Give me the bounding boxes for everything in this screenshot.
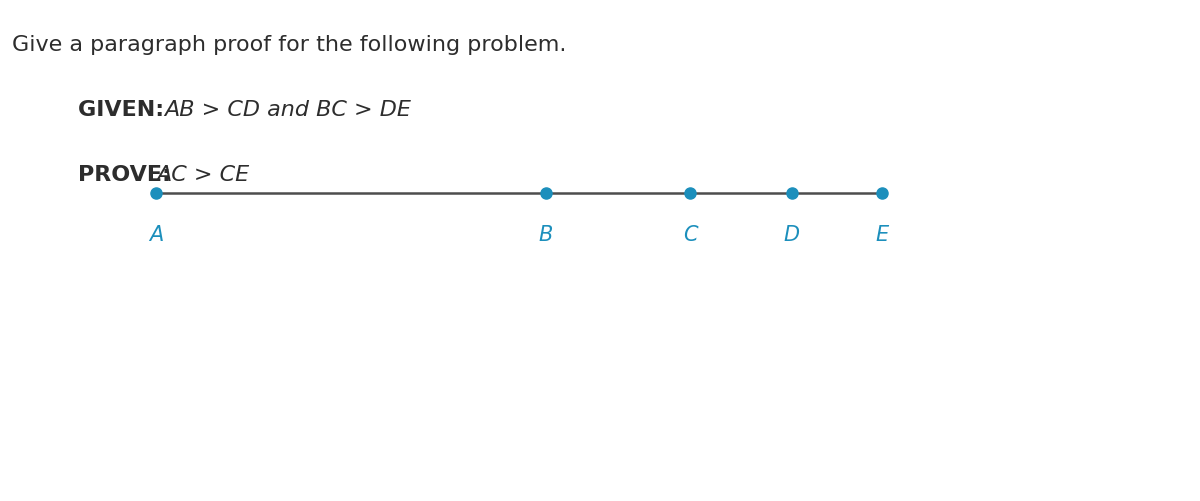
Text: D: D [784, 225, 800, 245]
Text: AC > CE: AC > CE [156, 165, 250, 185]
Text: E: E [875, 225, 889, 245]
Text: B: B [539, 225, 553, 245]
Text: AB > CD and BC > DE: AB > CD and BC > DE [164, 100, 412, 120]
Text: A: A [149, 225, 163, 245]
Text: GIVEN:: GIVEN: [78, 100, 180, 120]
Text: PROVE:: PROVE: [78, 165, 186, 185]
Text: Give a paragraph proof for the following problem.: Give a paragraph proof for the following… [12, 35, 566, 55]
Text: C: C [683, 225, 697, 245]
